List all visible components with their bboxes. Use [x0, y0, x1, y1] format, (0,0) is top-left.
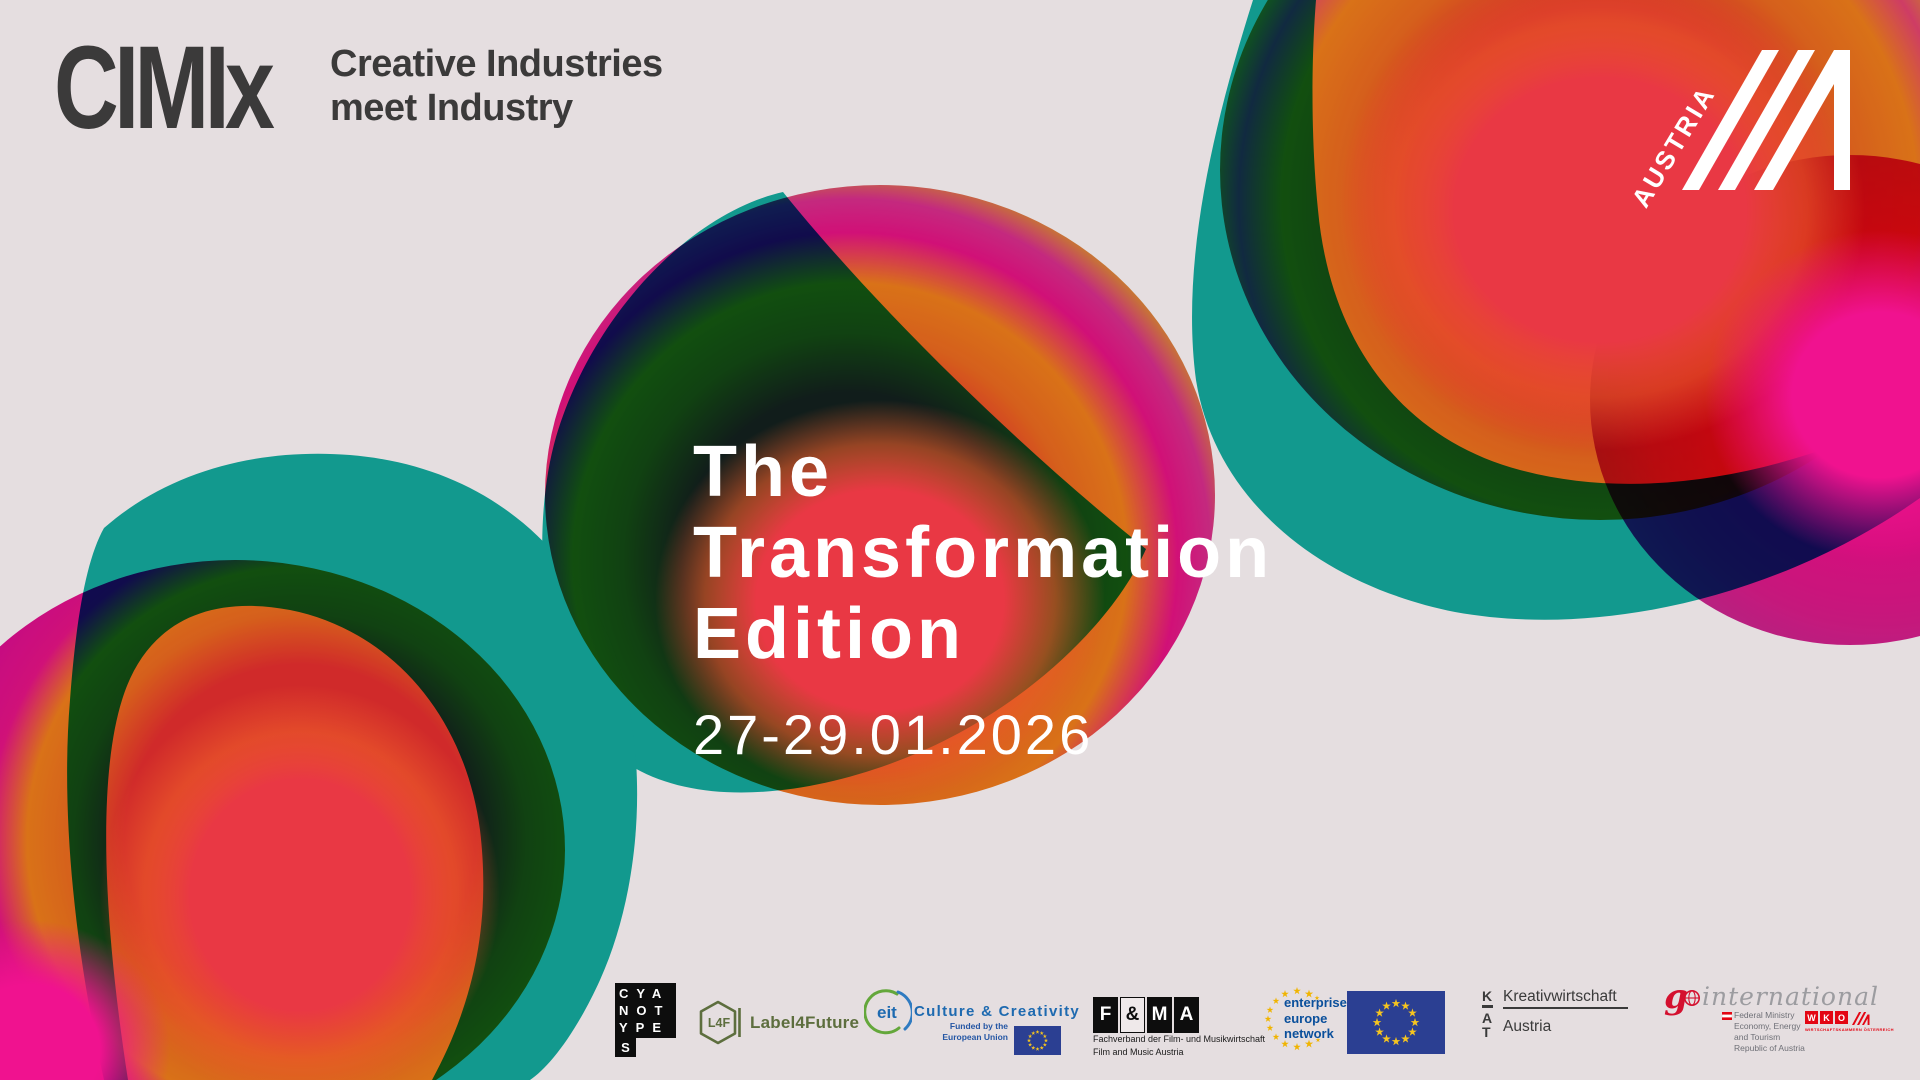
ministry-line: Federal Ministry: [1734, 1010, 1795, 1020]
red-core-center: [655, 400, 1105, 800]
cyanotypes-row: NOT: [619, 1003, 671, 1018]
label4future-name: Label4Future: [750, 1013, 860, 1032]
ministry-text: Federal Ministry Economy, Energy and Tou…: [1734, 1010, 1805, 1054]
een-line: europe: [1284, 1010, 1328, 1026]
kat-letter: K: [1482, 988, 1493, 1004]
tagline-line-2: meet Industry: [330, 87, 573, 129]
fma-ampersand-box: &: [1120, 997, 1145, 1033]
red-core-bottom-left: [100, 685, 500, 1080]
ministry-line: and Tourism: [1734, 1032, 1781, 1042]
een-line: enterprise: [1284, 995, 1347, 1010]
cyanotypes-row: YPE: [619, 1020, 670, 1035]
eit-wordmark: eit: [877, 1003, 897, 1022]
fma-logo: F & M A: [1093, 997, 1199, 1033]
cimix-logo: CIMIx: [54, 22, 275, 154]
funding-line-2: European Union: [942, 1031, 1008, 1042]
teal-swoosh-top-right: [1192, 0, 1920, 620]
brand-tagline: Creative Industries meet Industry: [330, 42, 663, 130]
event-date: 27-29.01.2026: [693, 703, 1094, 766]
title-line-1: The: [693, 432, 834, 512]
title-line-3: Edition: [693, 594, 965, 674]
eu-flag-small-icon: [1014, 1026, 1061, 1055]
magenta-core-top-right: [1705, 230, 1920, 560]
tagline-line-1: Creative Industries: [330, 43, 663, 85]
eit-circle-icon: [864, 989, 912, 1035]
hero-block: The Transformation Edition 27-29.01.2026: [693, 432, 1273, 767]
wko-letter-box: O: [1835, 1011, 1848, 1024]
cyanotypes-row: CYA: [619, 986, 670, 1001]
kat-dash: [1482, 1005, 1493, 1008]
ministry-line: Republic of Austria: [1734, 1043, 1805, 1053]
fma-letter-box: M: [1147, 997, 1172, 1033]
advantage-austria-mark-icon: [1682, 50, 1850, 190]
eit-funding-note: Funded by the European Union: [928, 1021, 1008, 1042]
kat-country: Austria: [1503, 1018, 1552, 1035]
magenta-core-corner: [0, 920, 170, 1080]
kat-rule: [1503, 1007, 1628, 1009]
wko-slashes-icon: [1852, 1012, 1870, 1025]
wko-caption: WIRTSCHAFTSKAMMERN ÖSTERREICH: [1805, 1027, 1894, 1032]
kat-name: Kreativwirtschaft: [1503, 988, 1617, 1005]
go-international-g: g: [1664, 977, 1688, 1017]
cyanotypes-row-s: S: [615, 1038, 636, 1057]
funding-line-1: Funded by the: [949, 1021, 1008, 1031]
title-line-2: Transformation: [693, 513, 1274, 593]
wko-letter-box: W: [1805, 1011, 1818, 1024]
kat-letter: A: [1482, 1010, 1493, 1026]
kat-letter: T: [1482, 1024, 1491, 1040]
een-line: network: [1284, 1026, 1334, 1041]
fma-letter-box: A: [1174, 997, 1199, 1033]
wko-letter-box: K: [1820, 1011, 1833, 1024]
wko-logo: W K O: [1805, 1011, 1870, 1025]
fma-letter-box: F: [1093, 997, 1118, 1033]
fma-subtitle-de: Fachverband der Film- und Musikwirtschaf…: [1093, 1034, 1266, 1044]
label4future-badge: L4F: [707, 1016, 731, 1030]
event-title: The Transformation Edition: [693, 432, 1273, 675]
ministry-line: Economy, Energy: [1734, 1021, 1801, 1031]
go-international-word: international: [1702, 982, 1879, 1011]
cyanotypes-logo: CYA NOT YPE: [615, 983, 676, 1038]
fma-subtitle-en: Film and Music Austria: [1093, 1047, 1184, 1057]
eit-name: Culture & Creativity: [914, 1003, 1081, 1020]
globe-icon: [1684, 990, 1700, 1006]
eu-flag-icon: [1347, 991, 1445, 1054]
een-wordmark: enterprise europe network: [1284, 995, 1347, 1042]
austria-flag-icon: [1722, 1012, 1732, 1020]
label4future-hexagon-icon: [699, 1000, 741, 1045]
